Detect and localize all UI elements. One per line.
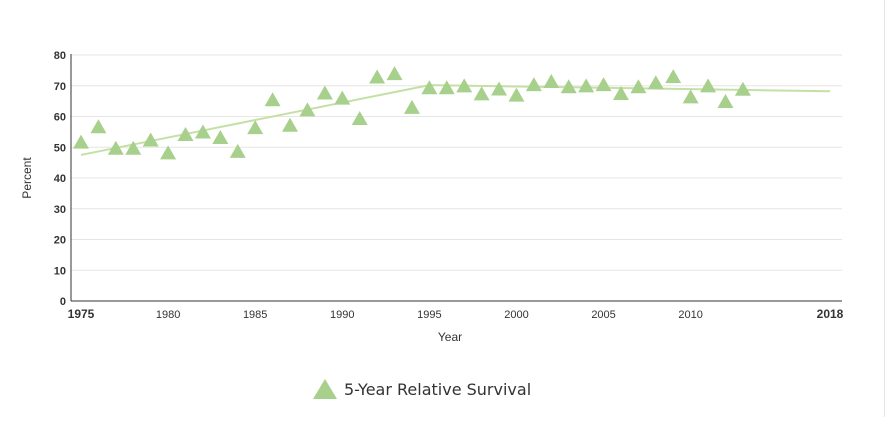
y-tick-label: 20: [54, 235, 66, 247]
data-point: [142, 132, 159, 147]
data-point: [734, 81, 751, 96]
data-point: [456, 78, 473, 93]
data-point: [73, 134, 89, 149]
data-point: [299, 102, 316, 117]
legend-label: 5-Year Relative Survival: [344, 379, 532, 399]
data-point: [560, 79, 577, 94]
x-tick-label: 2010: [678, 309, 702, 321]
data-point: [264, 92, 281, 107]
x-tick-label: 1980: [156, 309, 180, 321]
data-point: [229, 143, 246, 158]
data-point: [160, 145, 177, 160]
y-tick-label: 50: [54, 142, 66, 154]
data-point: [630, 79, 647, 94]
data-point: [508, 87, 525, 102]
y-tick-label: 80: [54, 50, 66, 62]
data-point: [525, 77, 542, 92]
data-point: [473, 86, 490, 101]
y-axis-title: Percent: [20, 157, 34, 199]
data-point: [612, 86, 629, 101]
data-point: [334, 90, 351, 105]
x-axis-title: Year: [438, 330, 462, 344]
data-point: [107, 140, 124, 155]
y-tick-label: 60: [54, 112, 66, 124]
data-point: [491, 81, 508, 96]
data-point: [595, 77, 612, 92]
data-point: [438, 80, 455, 95]
data-point: [700, 78, 717, 93]
x-tick-label: 2000: [504, 309, 528, 321]
x-tick-label: 2005: [591, 309, 615, 321]
data-point: [90, 119, 107, 134]
y-tick-label: 0: [60, 296, 66, 308]
right-divider: [884, 0, 885, 417]
data-point: [351, 110, 368, 125]
data-point: [665, 69, 682, 84]
y-tick-label: 40: [54, 173, 66, 185]
x-tick-label: 1975: [68, 307, 95, 321]
data-point: [316, 85, 333, 100]
data-point: [403, 99, 420, 114]
data-point: [282, 117, 299, 132]
data-point: [682, 89, 699, 104]
y-tick-label: 30: [54, 204, 66, 216]
legend[interactable]: 5-Year Relative Survival: [312, 376, 531, 402]
data-point: [194, 124, 211, 139]
data-point: [717, 94, 734, 109]
data-point: [212, 130, 229, 145]
data-point: [247, 120, 264, 135]
data-point: [421, 80, 438, 95]
y-tick-label: 70: [54, 81, 66, 93]
data-point: [647, 75, 664, 90]
data-point: [543, 74, 560, 89]
triangle-marker-icon: [313, 379, 337, 399]
x-tick-label: 1985: [243, 309, 267, 321]
x-tick-label: 1990: [330, 309, 354, 321]
data-point: [369, 69, 386, 84]
data-point: [125, 140, 142, 155]
data-point: [177, 126, 194, 141]
y-tick-label: 10: [54, 265, 66, 277]
data-point: [578, 78, 595, 93]
x-tick-label: 1995: [417, 309, 441, 321]
trend-line: [80, 84, 831, 156]
data-point: [386, 66, 403, 81]
x-tick-label: 2018: [817, 307, 844, 321]
